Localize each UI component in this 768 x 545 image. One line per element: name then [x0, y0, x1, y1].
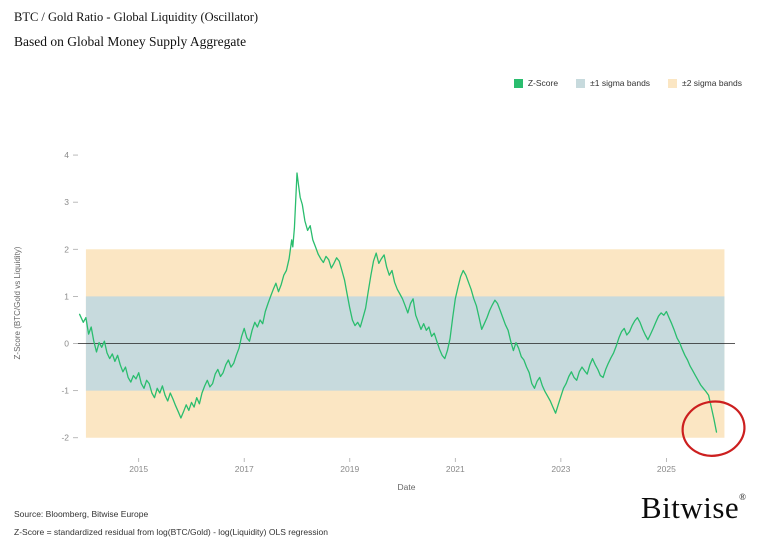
bitwise-logo: Bitwise® [641, 490, 746, 526]
sigma1-swatch-icon [576, 78, 586, 88]
y-axis-label: Z-Score (BTC/Gold vs Liquidity) [13, 246, 22, 359]
legend-label-sigma2: ±2 sigma bands [682, 78, 742, 88]
y-tick-label: 3 [64, 197, 69, 207]
registered-mark-icon: ® [739, 492, 746, 502]
highlight-circle-annotation [681, 400, 746, 457]
x-tick-label: 2021 [446, 464, 465, 474]
legend-item-sigma1: ±1 sigma bands [576, 78, 650, 88]
sigma2-swatch-icon [668, 78, 678, 88]
legend-label-sigma1: ±1 sigma bands [590, 78, 651, 88]
legend-item-sigma2: ±2 sigma bands [668, 78, 742, 88]
page-subtitle: Based on Global Money Supply Aggregate [14, 34, 247, 49]
oscillator-chart: 4 3 2 1 0 -1 -2 2015 2017 2019 2021 2023 2025 Date Z-S… [13, 150, 746, 492]
x-tick-label: 2017 [235, 464, 254, 474]
zscore-line [78, 172, 718, 433]
y-tick-label: 4 [64, 150, 69, 160]
bitwise-logo-text: Bitwise [640, 490, 740, 525]
page-title: BTC / Gold Ratio - Global Liquidity (Osc… [14, 10, 259, 24]
y-tick-label: 0 [64, 339, 69, 349]
y-tick-label: -1 [61, 386, 69, 396]
x-tick-label: 2023 [551, 464, 570, 474]
x-tick-label: 2025 [657, 464, 676, 474]
source-line-1: Source: Bloomberg, Bitwise Europe [14, 509, 149, 519]
legend-item-zscore: Z-Score [513, 78, 559, 88]
x-axis-label: Date [398, 482, 416, 492]
legend-label-zscore: Z-Score [527, 78, 559, 88]
x-tick-label: 2019 [340, 464, 359, 474]
y-tick-label: 1 [64, 291, 69, 301]
source-line-2: Z-Score = standardized residual from log… [14, 527, 328, 537]
y-tick-label: 2 [64, 244, 69, 254]
y-tick-label: -2 [61, 433, 69, 443]
x-tick-label: 2015 [129, 464, 148, 474]
chart-legend: Z-Score ±1 sigma bands ±2 sigma bands [513, 78, 742, 88]
zscore-swatch-icon [513, 78, 523, 88]
